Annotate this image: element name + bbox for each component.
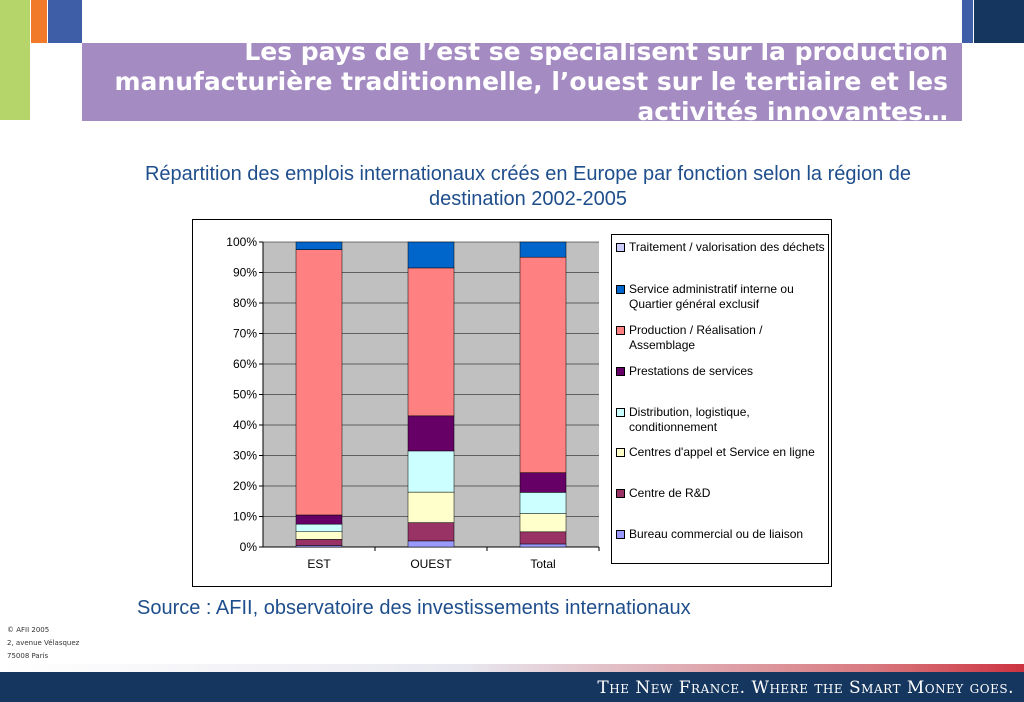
bar-segment-2-2 xyxy=(519,513,567,533)
deco-green-block xyxy=(0,0,30,120)
legend-label: Centres d'appel et Service en ligne xyxy=(629,445,815,459)
title-band: Les pays de l’est se spécialisent sur la… xyxy=(82,43,962,121)
y-tick-label: 80% xyxy=(233,296,257,310)
y-tick-label: 50% xyxy=(233,388,257,402)
legend-item: Bureau commercial ou de liaison xyxy=(616,527,826,542)
legend-item: Production / Réalisation / Assemblage xyxy=(616,323,826,353)
bar-segment-1-6 xyxy=(407,241,455,269)
footer-copyright: © AFII 2005 xyxy=(7,626,50,634)
y-tick-label: 0% xyxy=(240,540,258,554)
y-tick-label: 90% xyxy=(233,266,257,280)
deco-navy-block xyxy=(974,0,1024,43)
legend-item: Prestations de services xyxy=(616,364,826,379)
legend-swatch xyxy=(616,448,625,457)
legend-swatch xyxy=(616,408,625,417)
x-tick-label: Total xyxy=(530,557,555,571)
bar-segment-2-5 xyxy=(519,256,567,473)
footer-address-street: 2, avenue Vélasquez xyxy=(7,639,80,647)
x-tick-label: EST xyxy=(307,557,331,571)
bar-segment-1-5 xyxy=(407,267,455,417)
bar-segment-2-3 xyxy=(519,492,567,514)
bar-segment-0-5 xyxy=(295,249,343,516)
deco-blue-block xyxy=(48,0,82,43)
stacked-bar-chart: 0% 10% 20% 30% 40% 50% 60% 70% 80% 90% 100% EST OUES… xyxy=(226,235,600,571)
y-tick-label: 10% xyxy=(233,510,257,524)
legend-label: Distribution, logistique, conditionnemen… xyxy=(629,405,750,434)
bar-segment-1-0 xyxy=(407,540,455,548)
bar-segment-0-1 xyxy=(295,539,343,546)
legend-label: Traitement / valorisation des déchets xyxy=(629,240,825,254)
footer-address-city: 75008 Paris xyxy=(7,652,49,660)
bar-segment-2-6 xyxy=(519,241,567,258)
legend-swatch xyxy=(616,326,625,335)
chart-legend: Traitement / valorisation des déchets Ser… xyxy=(611,234,829,564)
legend-swatch xyxy=(616,243,625,252)
legend-swatch xyxy=(616,489,625,498)
legend-item: Service administratif interne ou Quartie… xyxy=(616,282,826,312)
legend-label: Production / Réalisation / Assemblage xyxy=(629,323,763,352)
y-tick-label: 60% xyxy=(233,357,257,371)
bar-segment-1-2 xyxy=(407,491,455,523)
legend-item: Traitement / valorisation des déchets xyxy=(616,240,826,255)
legend-item: Distribution, logistique, conditionnemen… xyxy=(616,405,826,435)
slide-title: Les pays de l’est se spécialisent sur la… xyxy=(114,43,949,121)
y-tick-label: 70% xyxy=(233,327,257,341)
legend-label: Service administratif interne ou Quartie… xyxy=(629,282,794,311)
bar-segment-2-1 xyxy=(519,531,567,545)
bar-segment-2-4 xyxy=(519,472,567,493)
y-tick-label: 20% xyxy=(233,479,257,493)
legend-label: Prestations de services xyxy=(629,364,754,378)
y-tick-label: 30% xyxy=(233,449,257,463)
legend-item: Centre de R&D xyxy=(616,486,826,501)
y-tick-label: 40% xyxy=(233,418,257,432)
bar-segment-2-0 xyxy=(519,543,567,548)
legend-swatch xyxy=(616,530,625,539)
legend-swatch xyxy=(616,285,625,294)
deco-blue-small-block xyxy=(962,0,973,43)
footer-bar xyxy=(0,672,1024,702)
bar-segment-0-2 xyxy=(295,531,343,540)
bar-segment-1-3 xyxy=(407,450,455,493)
bar-segment-0-6 xyxy=(295,241,343,250)
bar-segment-1-4 xyxy=(407,415,455,452)
bar-segment-1-1 xyxy=(407,522,455,542)
bar-segment-0-4 xyxy=(295,514,343,525)
legend-item: Centres d'appel et Service en ligne xyxy=(616,445,826,460)
y-tick-label: 100% xyxy=(226,235,257,249)
footer-tagline: The New France. Where the Smart Money go… xyxy=(597,678,1014,698)
bar-segment-0-3 xyxy=(295,523,343,532)
legend-label: Bureau commercial ou de liaison xyxy=(629,527,804,541)
legend-label: Centre de R&D xyxy=(629,486,711,500)
x-tick-label: OUEST xyxy=(410,557,452,571)
chart-title: Répartition des emplois internationaux c… xyxy=(144,163,912,210)
footer-gradient-strip xyxy=(0,664,1024,672)
source-note: Source : AFII, observatoire des investis… xyxy=(137,597,691,619)
deco-orange-block xyxy=(31,0,47,43)
chart-frame: 0% 10% 20% 30% 40% 50% 60% 70% 80% 90% 100% EST OUES… xyxy=(192,219,832,587)
legend-swatch xyxy=(616,367,625,376)
